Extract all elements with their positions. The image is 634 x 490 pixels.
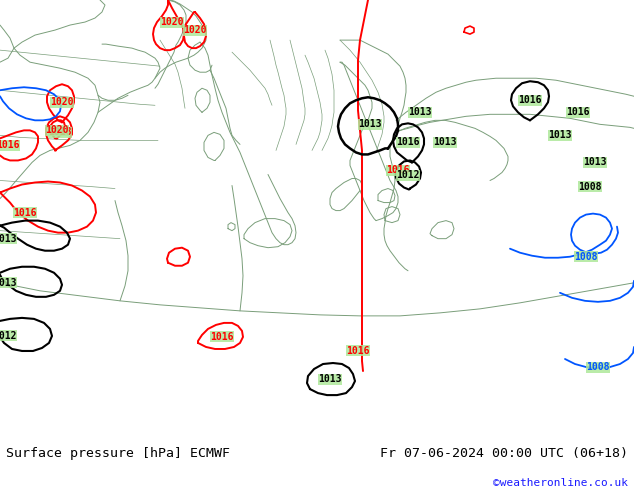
Text: 1013: 1013 — [433, 137, 456, 147]
Text: 1020: 1020 — [160, 17, 184, 27]
Text: 1012: 1012 — [396, 171, 420, 180]
Text: 1016: 1016 — [518, 95, 541, 105]
Text: 1018: 1018 — [48, 127, 72, 137]
Text: 1016: 1016 — [0, 141, 20, 150]
Text: 1020: 1020 — [183, 25, 207, 35]
Text: 1020: 1020 — [50, 98, 74, 107]
Text: 1012: 1012 — [0, 331, 16, 341]
Text: 1016: 1016 — [386, 166, 410, 175]
Text: ©weatheronline.co.uk: ©weatheronline.co.uk — [493, 478, 628, 488]
Text: 1016: 1016 — [566, 107, 590, 117]
Text: 1020: 1020 — [45, 125, 68, 135]
Text: 1013: 1013 — [583, 157, 607, 168]
Text: 1016: 1016 — [210, 332, 234, 342]
Text: 1008: 1008 — [574, 252, 598, 262]
Text: 1008: 1008 — [578, 181, 602, 192]
Text: 1013: 1013 — [358, 120, 382, 129]
Text: 1008: 1008 — [586, 362, 610, 372]
Text: 1013: 1013 — [318, 374, 342, 384]
Text: 1016: 1016 — [346, 346, 370, 356]
Text: 1016: 1016 — [13, 208, 37, 218]
Text: 1013: 1013 — [548, 130, 572, 140]
Text: 1013: 1013 — [408, 107, 432, 117]
Text: 1013: 1013 — [0, 278, 16, 288]
Text: Fr 07-06-2024 00:00 UTC (06+18): Fr 07-06-2024 00:00 UTC (06+18) — [380, 447, 628, 460]
Text: Surface pressure [hPa] ECMWF: Surface pressure [hPa] ECMWF — [6, 447, 230, 460]
Text: 1013: 1013 — [0, 234, 16, 244]
Text: 1016: 1016 — [396, 137, 420, 147]
